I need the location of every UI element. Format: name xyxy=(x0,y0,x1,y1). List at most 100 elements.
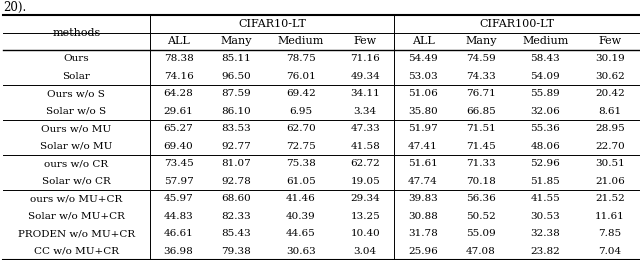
Text: 30.62: 30.62 xyxy=(595,72,625,81)
Text: 7.85: 7.85 xyxy=(598,229,621,238)
Text: 35.80: 35.80 xyxy=(408,107,438,116)
Text: 86.10: 86.10 xyxy=(221,107,251,116)
Text: 39.83: 39.83 xyxy=(408,194,438,203)
Text: 66.85: 66.85 xyxy=(466,107,496,116)
Text: Solar w/o MU: Solar w/o MU xyxy=(40,142,113,151)
Text: 23.82: 23.82 xyxy=(531,247,560,256)
Text: 71.33: 71.33 xyxy=(466,159,496,168)
Text: 19.05: 19.05 xyxy=(351,177,380,186)
Text: 55.09: 55.09 xyxy=(466,229,496,238)
Text: 21.06: 21.06 xyxy=(595,177,625,186)
Text: Few: Few xyxy=(598,36,621,47)
Text: 47.74: 47.74 xyxy=(408,177,438,186)
Text: 69.42: 69.42 xyxy=(286,89,316,98)
Text: 3.34: 3.34 xyxy=(354,107,377,116)
Text: 68.60: 68.60 xyxy=(221,194,251,203)
Text: 64.28: 64.28 xyxy=(164,89,193,98)
Text: Medium: Medium xyxy=(278,36,324,47)
Text: 51.61: 51.61 xyxy=(408,159,438,168)
Text: 62.70: 62.70 xyxy=(286,124,316,133)
Text: Medium: Medium xyxy=(522,36,568,47)
Text: 53.03: 53.03 xyxy=(408,72,438,81)
Text: 74.33: 74.33 xyxy=(466,72,496,81)
Text: CIFAR10-LT: CIFAR10-LT xyxy=(238,19,306,29)
Text: 69.40: 69.40 xyxy=(164,142,193,151)
Text: 57.97: 57.97 xyxy=(164,177,193,186)
Text: ours w/o CR: ours w/o CR xyxy=(44,159,108,168)
Text: 48.06: 48.06 xyxy=(531,142,560,151)
Text: 82.33: 82.33 xyxy=(221,212,251,221)
Text: 6.95: 6.95 xyxy=(289,107,312,116)
Text: 25.96: 25.96 xyxy=(408,247,438,256)
Text: 71.45: 71.45 xyxy=(466,142,496,151)
Text: Ours w/o MU: Ours w/o MU xyxy=(42,124,111,133)
Text: ours w/o MU+CR: ours w/o MU+CR xyxy=(30,194,122,203)
Text: 44.83: 44.83 xyxy=(164,212,193,221)
Text: 71.51: 71.51 xyxy=(466,124,496,133)
Text: methods: methods xyxy=(52,28,100,37)
Text: PRODEN w/o MU+CR: PRODEN w/o MU+CR xyxy=(18,229,135,238)
Text: 71.16: 71.16 xyxy=(351,54,380,63)
Text: ALL: ALL xyxy=(412,36,435,47)
Text: 44.65: 44.65 xyxy=(286,229,316,238)
Text: 30.88: 30.88 xyxy=(408,212,438,221)
Text: 30.51: 30.51 xyxy=(595,159,625,168)
Text: 81.07: 81.07 xyxy=(221,159,251,168)
Text: Solar w/o CR: Solar w/o CR xyxy=(42,177,111,186)
Text: 13.25: 13.25 xyxy=(351,212,380,221)
Text: 78.75: 78.75 xyxy=(286,54,316,63)
Text: 49.34: 49.34 xyxy=(351,72,380,81)
Text: 47.08: 47.08 xyxy=(466,247,496,256)
Text: 92.77: 92.77 xyxy=(221,142,251,151)
Text: 58.43: 58.43 xyxy=(531,54,560,63)
Text: 79.38: 79.38 xyxy=(221,247,251,256)
Text: 55.36: 55.36 xyxy=(531,124,560,133)
Text: CC w/o MU+CR: CC w/o MU+CR xyxy=(34,247,119,256)
Text: 52.96: 52.96 xyxy=(531,159,560,168)
Text: 36.98: 36.98 xyxy=(164,247,193,256)
Text: 29.34: 29.34 xyxy=(351,194,380,203)
Text: 85.43: 85.43 xyxy=(221,229,251,238)
Text: 70.18: 70.18 xyxy=(466,177,496,186)
Text: 87.59: 87.59 xyxy=(221,89,251,98)
Text: 7.04: 7.04 xyxy=(598,247,621,256)
Text: 22.70: 22.70 xyxy=(595,142,625,151)
Text: 56.36: 56.36 xyxy=(466,194,496,203)
Text: 30.63: 30.63 xyxy=(286,247,316,256)
Text: 20.42: 20.42 xyxy=(595,89,625,98)
Text: 34.11: 34.11 xyxy=(351,89,380,98)
Text: 51.97: 51.97 xyxy=(408,124,438,133)
Text: 29.61: 29.61 xyxy=(164,107,193,116)
Text: 41.46: 41.46 xyxy=(286,194,316,203)
Text: 32.38: 32.38 xyxy=(531,229,560,238)
Text: Solar: Solar xyxy=(63,72,90,81)
Text: 73.45: 73.45 xyxy=(164,159,193,168)
Text: 50.52: 50.52 xyxy=(466,212,496,221)
Text: 76.01: 76.01 xyxy=(286,72,316,81)
Text: 30.53: 30.53 xyxy=(531,212,560,221)
Text: 76.71: 76.71 xyxy=(466,89,496,98)
Text: Solar w/o MU+CR: Solar w/o MU+CR xyxy=(28,212,125,221)
Text: 47.33: 47.33 xyxy=(351,124,380,133)
Text: 83.53: 83.53 xyxy=(221,124,251,133)
Text: 78.38: 78.38 xyxy=(164,54,193,63)
Text: 41.58: 41.58 xyxy=(351,142,380,151)
Text: 47.41: 47.41 xyxy=(408,142,438,151)
Text: 10.40: 10.40 xyxy=(351,229,380,238)
Text: 51.85: 51.85 xyxy=(531,177,560,186)
Text: 62.72: 62.72 xyxy=(351,159,380,168)
Text: 74.16: 74.16 xyxy=(164,72,193,81)
Text: 40.39: 40.39 xyxy=(286,212,316,221)
Text: 54.09: 54.09 xyxy=(531,72,560,81)
Text: 11.61: 11.61 xyxy=(595,212,625,221)
Text: 41.55: 41.55 xyxy=(531,194,560,203)
Text: 45.97: 45.97 xyxy=(164,194,193,203)
Text: Solar w/o S: Solar w/o S xyxy=(46,107,106,116)
Text: ALL: ALL xyxy=(167,36,190,47)
Text: 54.49: 54.49 xyxy=(408,54,438,63)
Text: 55.89: 55.89 xyxy=(531,89,560,98)
Text: 20).: 20). xyxy=(3,1,26,14)
Text: 51.06: 51.06 xyxy=(408,89,438,98)
Text: 8.61: 8.61 xyxy=(598,107,621,116)
Text: Many: Many xyxy=(465,36,497,47)
